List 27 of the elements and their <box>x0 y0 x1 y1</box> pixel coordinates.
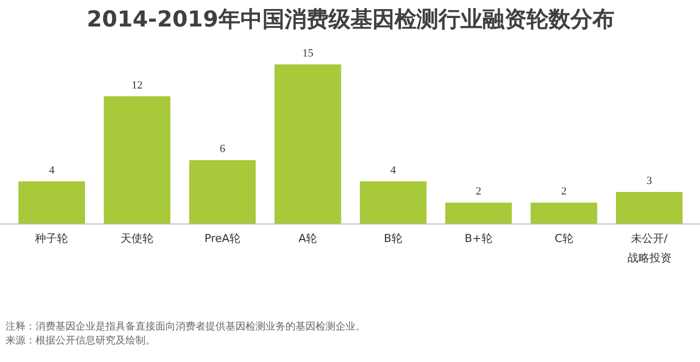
x-tick-label: 未公开/ 战略投资 <box>627 232 672 264</box>
x-tick-label: A轮 <box>298 232 318 245</box>
bar <box>530 202 598 224</box>
bar <box>616 192 683 224</box>
data-label: 2 <box>476 186 482 198</box>
x-tick-label: 天使轮 <box>120 232 154 245</box>
x-tick-label: PreA轮 <box>204 232 240 245</box>
x-tick-label: B+轮 <box>464 232 492 245</box>
bar <box>104 96 170 224</box>
bar <box>18 181 86 224</box>
x-tick-label: B轮 <box>384 232 402 245</box>
data-label: 4 <box>48 164 55 176</box>
chart-title: 2014-2019年中国消费级基因检测行业融资轮数分布 <box>86 8 614 32</box>
data-label: 15 <box>302 47 314 60</box>
text: 注释：消费基因企业是指具备直接面向消费者提供基因检测业务的基因检测企业。 <box>6 320 366 332</box>
data-label: 4 <box>390 164 396 176</box>
data-label: 12 <box>132 79 143 92</box>
bar <box>445 202 512 224</box>
bar <box>360 181 426 224</box>
data-label: 6 <box>220 143 226 156</box>
x-tick-label: C轮 <box>554 232 574 245</box>
bar <box>274 64 342 224</box>
x-tick-label: 种子轮 <box>35 232 68 245</box>
data-label: 2 <box>561 186 567 198</box>
source-note: 来源：根据公开信息研究及绘制。 <box>6 334 156 346</box>
bar <box>189 160 256 224</box>
data-label: 3 <box>646 175 653 188</box>
